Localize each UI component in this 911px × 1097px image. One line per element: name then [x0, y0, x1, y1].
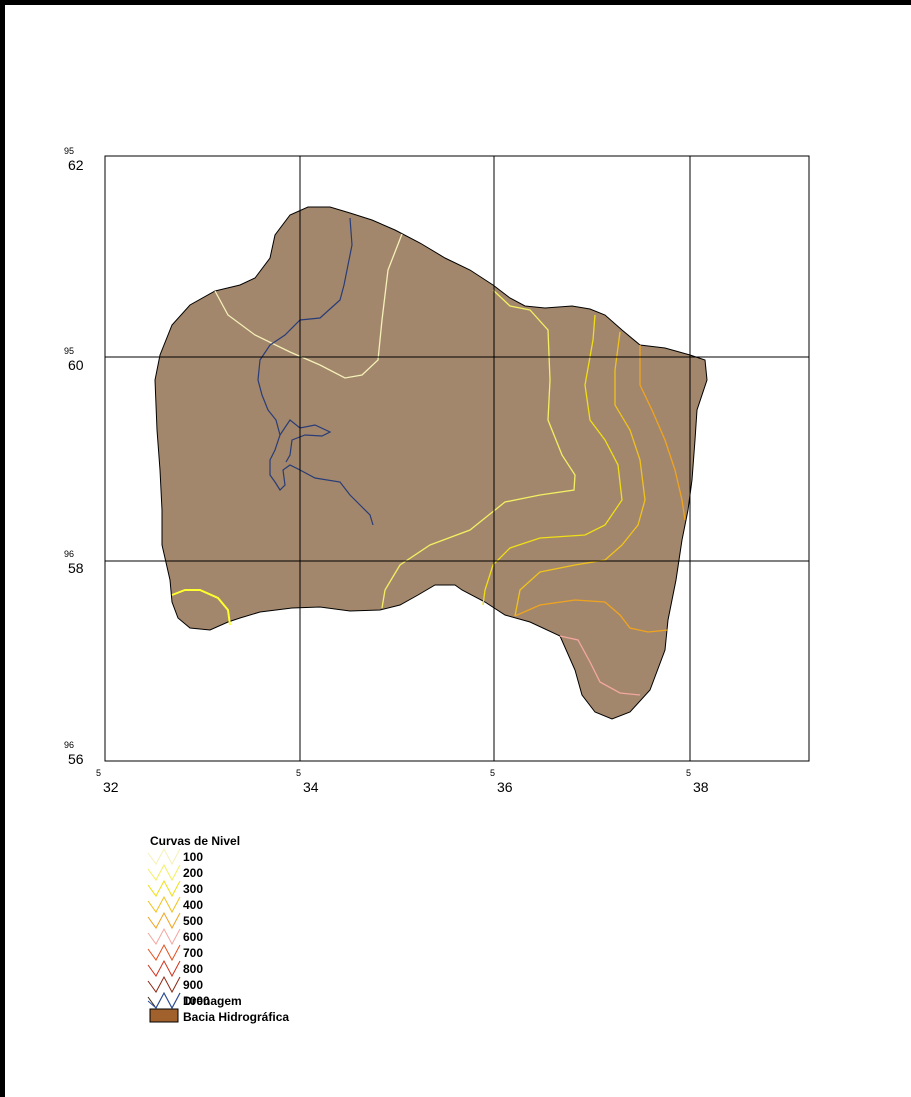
x-tick-exp: 5 [296, 768, 301, 778]
legend-label-basin: Bacia Hidrográfica [183, 1010, 289, 1024]
y-tick-exp: 95 [64, 346, 74, 356]
legend-label-contour: 100 [183, 850, 203, 864]
legend-label-contour: 1000 [183, 994, 210, 1008]
x-tick-label: 38 [693, 779, 709, 795]
x-tick-exp: 5 [686, 768, 691, 778]
legend-label-contour: 300 [183, 882, 203, 896]
contour-200-loop-line [171, 589, 231, 626]
legend-item-contour: 900 [147, 975, 203, 994]
legend: Curvas de Nivel 100 200 300 400 500 600 700 800… [147, 834, 289, 1024]
contour-legend-icon [147, 863, 181, 882]
legend-label-drainage: Drenagem [183, 994, 242, 1008]
contour-legend-icon [147, 975, 181, 994]
legend-label-contour: 700 [183, 946, 203, 960]
drainage-legend-icon [147, 991, 181, 1010]
contour-legend-icon [147, 879, 181, 898]
contour-legend-icon [147, 943, 181, 962]
contour-legend-icon [147, 911, 181, 930]
x-tick-exp: 5 [96, 768, 101, 778]
legend-item-contour: 100 [147, 847, 203, 866]
contour-500b-line [514, 599, 669, 633]
x-axis-labels: 5 32 5 34 5 36 5 38 [96, 768, 709, 795]
contour-legend-icon [147, 959, 181, 978]
contour-500-line [639, 345, 686, 521]
contour-legend-icon [147, 927, 181, 946]
page-border-left [0, 0, 5, 1097]
contour-legend-icon [147, 847, 181, 866]
legend-item-basin: Bacia Hidrográfica [149, 1008, 289, 1024]
legend-label-contour: 200 [183, 866, 203, 880]
legend-label-contour: 500 [183, 914, 203, 928]
legend-item-contour: 400 [147, 895, 203, 914]
legend-label-contour: 900 [183, 978, 203, 992]
basin-legend-icon [149, 1008, 179, 1023]
legend-label-contour: 400 [183, 898, 203, 912]
legend-title: Curvas de Nivel [150, 834, 240, 848]
drainage-branch-line [279, 419, 332, 463]
contour-lines [171, 233, 686, 696]
contour-200-line [381, 289, 576, 609]
y-tick-exp: 96 [64, 549, 74, 559]
y-tick-exp: 95 [64, 146, 74, 156]
y-tick-label: 58 [68, 560, 84, 576]
y-tick-label: 62 [68, 157, 84, 173]
legend-label-contour: 800 [183, 962, 203, 976]
y-tick-label: 56 [68, 751, 84, 767]
legend-item-drainage: Drenagem [147, 991, 242, 1010]
y-tick-exp: 96 [64, 740, 74, 750]
legend-item-contour: 800 [147, 959, 203, 978]
x-tick-label: 36 [497, 779, 513, 795]
legend-item-contour: 700 [147, 943, 203, 962]
contour-400-line [514, 331, 646, 617]
grid-lines [105, 156, 809, 761]
page-border-top [0, 0, 911, 5]
contour-100-line [214, 233, 403, 379]
legend-item-contour: 600 [147, 927, 203, 946]
y-tick-label: 60 [68, 357, 84, 373]
legend-item-contour: 200 [147, 863, 203, 882]
legend-item-contour: 500 [147, 911, 203, 930]
legend-item-contour: 300 [147, 879, 203, 898]
contour-300-line [482, 314, 623, 606]
legend-label-contour: 600 [183, 930, 203, 944]
contour-legend-icon [147, 895, 181, 914]
x-tick-label: 32 [103, 779, 119, 795]
x-tick-label: 34 [303, 779, 319, 795]
legend-contour-items: 100 200 300 400 500 600 700 800 900 1000 [147, 847, 210, 1010]
x-tick-exp: 5 [490, 768, 495, 778]
basin-polygon [154, 206, 708, 720]
y-axis-labels: 95 62 95 60 96 58 96 56 [64, 146, 84, 767]
drainage-line [257, 217, 374, 526]
contour-600-line [559, 635, 641, 696]
